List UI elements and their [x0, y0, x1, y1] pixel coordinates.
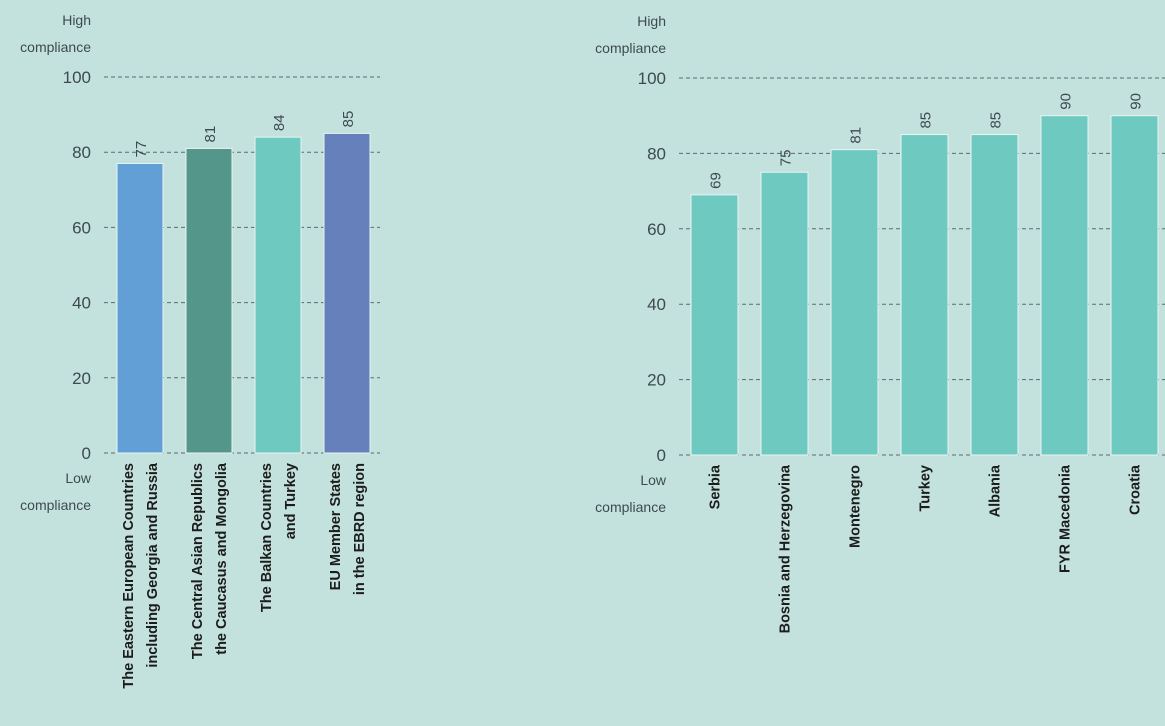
y-top-label: compliance	[20, 39, 91, 55]
y-tick-label: 40	[647, 295, 666, 314]
y-tick-label: 0	[82, 444, 91, 463]
bar	[690, 194, 739, 456]
y-bottom-label: Low	[65, 470, 92, 486]
category-label: Bosnia and Herzegovina	[778, 464, 794, 633]
category-label: The Balkan Countries	[259, 463, 275, 612]
value-label: 69	[708, 172, 725, 189]
category-label: EU Member States	[328, 463, 344, 590]
y-tick-label: 40	[72, 294, 91, 313]
category-label: The Central Asian Republics	[190, 463, 206, 659]
value-label: 90	[1128, 93, 1145, 110]
value-label: 81	[848, 127, 865, 144]
category-label: Croatia	[1128, 464, 1144, 515]
bar	[970, 134, 1019, 456]
y-bottom-label: Low	[640, 472, 667, 488]
bar	[254, 136, 302, 454]
y-tick-label: 0	[657, 446, 666, 465]
bar	[185, 147, 233, 454]
category-label: and Turkey	[283, 463, 299, 539]
category-label: in the EBRD region	[352, 463, 368, 595]
y-tick-label: 80	[72, 143, 91, 162]
value-label: 77	[133, 141, 150, 158]
y-top-label: High	[62, 12, 91, 28]
y-tick-label: 20	[647, 371, 666, 390]
y-tick-label: 80	[647, 144, 666, 163]
category-label: Montenegro	[848, 465, 864, 548]
category-label: The Eastern European Countries	[121, 463, 137, 689]
bar	[1110, 115, 1159, 456]
y-tick-label: 20	[72, 369, 91, 388]
y-top-label: High	[637, 13, 666, 29]
chart-countries: High compliance Low compliance 0 20 40 60 80 100 6…	[595, 13, 1165, 633]
value-label: 85	[340, 111, 357, 128]
category-label: Albania	[988, 464, 1004, 517]
value-label: 84	[271, 114, 288, 131]
category-label: FYR Macedonia	[1058, 464, 1074, 573]
value-label: 90	[1058, 93, 1075, 110]
y-tick-label: 100	[638, 69, 666, 88]
bar	[900, 134, 949, 456]
bar	[116, 162, 164, 454]
category-label: Serbia	[708, 464, 724, 509]
chart-regions: High compliance Low compliance 0 20 40 60 80 100 7…	[20, 12, 380, 689]
y-top-label: compliance	[595, 40, 666, 56]
bar	[1040, 115, 1089, 456]
bar	[760, 171, 809, 456]
y-tick-label: 60	[647, 220, 666, 239]
category-label: the Caucasus and Mongolia	[214, 462, 230, 655]
bar	[323, 132, 371, 454]
bar	[830, 149, 879, 456]
value-label: 85	[918, 112, 935, 129]
category-label: including Georgia and Russia	[145, 462, 161, 668]
y-bottom-label: compliance	[595, 499, 666, 515]
category-label: Turkey	[918, 465, 934, 511]
value-label: 85	[988, 112, 1005, 129]
y-tick-label: 60	[72, 218, 91, 237]
value-label: 81	[202, 126, 219, 143]
y-tick-label: 100	[63, 68, 91, 87]
value-label: 75	[778, 150, 795, 167]
y-bottom-label: compliance	[20, 497, 91, 513]
